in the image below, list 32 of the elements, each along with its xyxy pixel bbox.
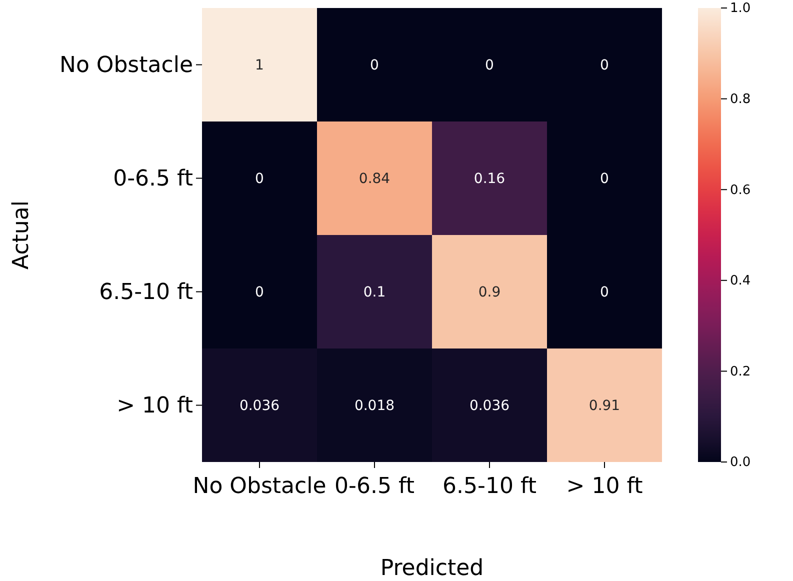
data-label: 0 (370, 58, 379, 74)
data-label: 0.036 (239, 398, 280, 414)
color-bar-label: 0.2 (730, 364, 751, 380)
color-bar-label: 0.0 (730, 455, 751, 470)
data-label: 0.84 (358, 171, 390, 188)
data-label: 0 (600, 284, 609, 301)
y-tick-label: > 10 ft (116, 393, 194, 418)
data-label: 0 (485, 58, 494, 74)
data-label: 0 (255, 171, 264, 188)
data-label: 0.1 (363, 284, 386, 301)
data-label: 0.91 (588, 398, 620, 414)
y-tick-label: 0-6.5 ft (113, 166, 194, 192)
color-bar-label: 0.6 (730, 182, 751, 198)
y-axis-title: Actual (9, 200, 34, 270)
x-tick-label: 6.5-10 ft (442, 474, 537, 499)
x-axis-title: Predicted (380, 556, 484, 581)
x-tick-label: 0-6.5 ft (334, 474, 415, 499)
data-label: 0.16 (474, 171, 506, 188)
data-label: 0 (255, 284, 264, 301)
data-label: 1 (255, 58, 264, 74)
x-tick-label: No Obstacle (192, 474, 326, 499)
color-bar-label: 0.8 (730, 92, 751, 107)
color-bar-label: 1.0 (730, 1, 751, 16)
y-tick-label: No Obstacle (59, 52, 193, 78)
data-label: 0 (600, 58, 609, 74)
x-tick-label: > 10 ft (566, 474, 644, 499)
y-tick-label: 6.5-10 ft (99, 280, 194, 305)
data-label: 0 (600, 171, 609, 188)
data-label: 0.018 (354, 398, 395, 414)
color-bar-label: 0.4 (730, 274, 751, 289)
data-label: 0.9 (478, 284, 501, 301)
data-label: 0.036 (469, 398, 510, 414)
